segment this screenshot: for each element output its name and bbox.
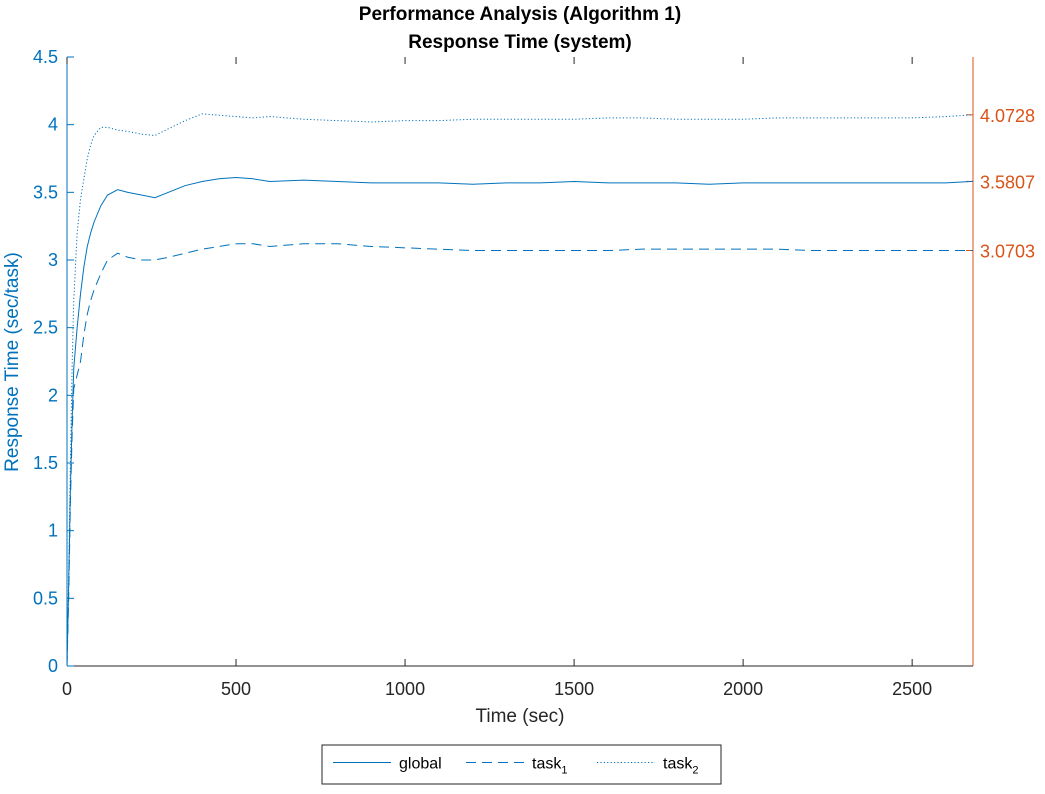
y-tick-label: 1.5 [33, 453, 58, 473]
axes-group: 0 500 1000 1500 2000 2500 0 0.5 1 1.5 2 2.5 3 3.5 4 4.5… [33, 47, 1035, 699]
legend-label-subscript: 1 [561, 765, 567, 777]
y-tick-label: 3 [48, 250, 58, 270]
legend: global task1 task2 [321, 744, 722, 785]
legend-box [321, 744, 722, 785]
right-y-tick-label: 4.0728 [980, 106, 1035, 126]
x-tick-label: 1500 [554, 679, 594, 699]
axis-labels-group: Time (sec) Response Time (sec/task) [2, 252, 565, 727]
legend-label-task_1: task1 [532, 756, 567, 777]
chart-subtitle: Response Time (system) [408, 32, 632, 53]
right-y-tick-label: 3.5807 [980, 172, 1035, 192]
series-line-task_2 [66, 113, 974, 667]
x-tick-label: 2500 [892, 679, 932, 699]
y-tick-label: 4 [48, 115, 58, 135]
legend-label-subscript: 2 [692, 765, 698, 777]
y-tick-label: 1 [48, 521, 58, 541]
y-tick-label: 0 [48, 656, 58, 676]
y-tick-label: 2.5 [33, 318, 58, 338]
series-line-task_1 [66, 243, 974, 667]
y-tick-label: 4.5 [33, 47, 58, 67]
y-tick-label: 0.5 [33, 588, 58, 608]
title-group: Performance Analysis (Algorithm 1) Respo… [359, 4, 681, 53]
x-tick-label: 500 [221, 679, 251, 699]
chart-title: Performance Analysis (Algorithm 1) [359, 4, 681, 25]
x-axis-label: Time (sec) [475, 706, 564, 727]
y-tick-label: 2 [48, 385, 58, 405]
legend-label-global: global [399, 756, 442, 773]
x-tick-label: 0 [62, 679, 72, 699]
x-tick-label: 1000 [385, 679, 425, 699]
series-group [66, 113, 974, 667]
legend-label-task_2: task2 [663, 756, 698, 777]
right-y-tick-label: 3.0703 [980, 241, 1035, 261]
series-line-global [66, 176, 974, 667]
y-axis-label: Response Time (sec/task) [2, 252, 23, 472]
x-tick-label: 2000 [723, 679, 763, 699]
y-tick-label: 3.5 [33, 182, 58, 202]
